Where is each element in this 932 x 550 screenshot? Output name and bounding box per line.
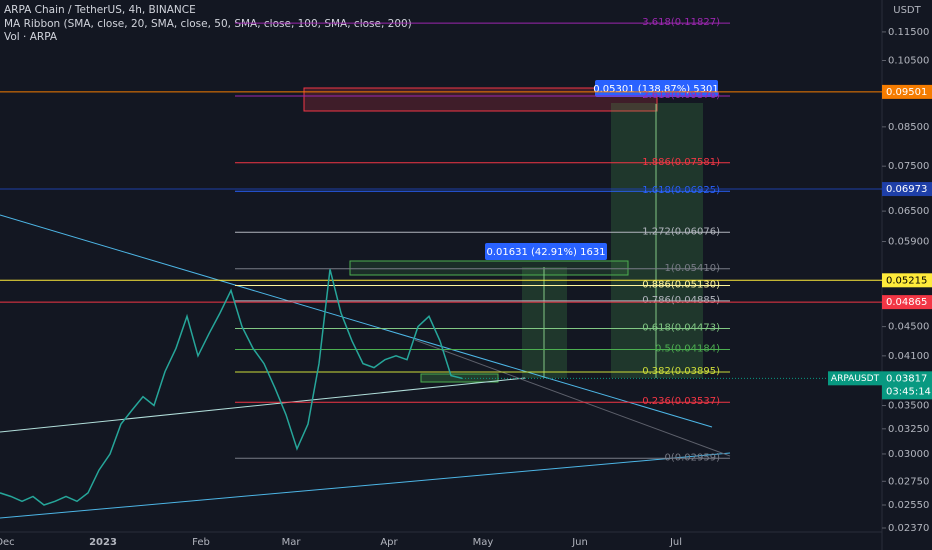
fib-label: 1.886(0.07581): [642, 157, 720, 168]
price-badge: [882, 273, 932, 288]
fib-label: 0.618(0.04473): [642, 323, 720, 334]
fib-label: 0.786(0.04885): [642, 295, 720, 306]
fib-label: 1.272(0.06076): [642, 226, 720, 237]
y-tick-label: 0.06500: [888, 206, 929, 217]
last-name-box: [828, 371, 882, 386]
position-label-box: [595, 80, 718, 97]
y-tick-label: 0.07500: [888, 161, 929, 172]
fib-label: 0(0.02959): [664, 452, 720, 463]
y-tick-label: 0.02750: [888, 476, 929, 487]
y-tick-label: 0.03250: [888, 424, 929, 435]
fib-label: 3.618(0.11827): [642, 17, 720, 28]
y-tick-label: 0.04500: [888, 322, 929, 333]
y-tick-label: 0.11500: [888, 27, 929, 38]
price-badge: [882, 84, 932, 99]
last-badge: [882, 371, 932, 400]
y-axis-label: USDT: [893, 5, 921, 16]
price-badge: [882, 295, 932, 310]
trend-line: [0, 214, 713, 428]
indicator: MA Ribbon (SMA, close, 20, SMA, close, 5…: [4, 18, 412, 30]
y-tick-label: 0.02550: [888, 500, 929, 511]
position-label: 0.05301 (138.87%) 5301: [593, 84, 718, 95]
y-tick-label: 0.02370: [888, 523, 929, 534]
x-tick-label: 2023: [89, 537, 117, 548]
last-name: ARPAUSDT: [831, 374, 880, 384]
fib-label: 0.886(0.05130): [642, 279, 720, 290]
price-badge: [882, 182, 932, 197]
chart-title: ARPA Chain / TetherUS, 4h, BINANCE: [4, 4, 196, 16]
indicator: Vol · ARPA: [4, 31, 58, 43]
price-line-series: [0, 269, 463, 506]
fib-label: 1(0.05410): [664, 263, 720, 274]
price-badge-label: 0.06973: [886, 184, 927, 195]
y-tick-label: 0.05900: [888, 237, 929, 248]
x-tick-label: Jun: [571, 537, 588, 548]
fib-label: 2.618(0.09376): [642, 90, 720, 101]
trend-line: [414, 339, 731, 457]
x-tick-label: Apr: [380, 537, 398, 548]
fib-label: 0.5(0.04184): [655, 343, 720, 354]
position-label-box: [485, 243, 607, 260]
x-tick-label: Feb: [192, 537, 210, 548]
long-position: [611, 103, 703, 378]
last-price: 0.03817: [886, 373, 927, 384]
y-tick-label: 0.03500: [888, 401, 929, 412]
price-badge-label: 0.04865: [886, 297, 927, 308]
y-tick-label: 0.03000: [888, 449, 929, 460]
x-tick-label: May: [473, 537, 494, 548]
price-badge-label: 0.05215: [886, 275, 927, 286]
fib-label: 0.236(0.03537): [642, 396, 720, 407]
y-tick-label: 0.08500: [888, 122, 929, 133]
zone: [303, 87, 658, 112]
countdown: 03:45:14: [886, 386, 931, 397]
position-label: 0.01631 (42.91%) 1631: [486, 247, 605, 258]
trend-line: [0, 377, 526, 433]
fib-label: 1.618(0.06925): [642, 185, 720, 196]
trend-line: [0, 452, 731, 519]
x-tick-label: Dec: [0, 537, 15, 548]
x-tick-label: Jul: [669, 537, 682, 548]
zone: [349, 260, 629, 276]
price-badge-label: 0.09501: [886, 87, 927, 98]
x-tick-label: Mar: [282, 537, 302, 548]
y-tick-label: 0.10500: [888, 55, 929, 66]
y-tick-label: 0.04100: [888, 351, 929, 362]
fib-label: 0.382(0.03895): [642, 366, 720, 377]
